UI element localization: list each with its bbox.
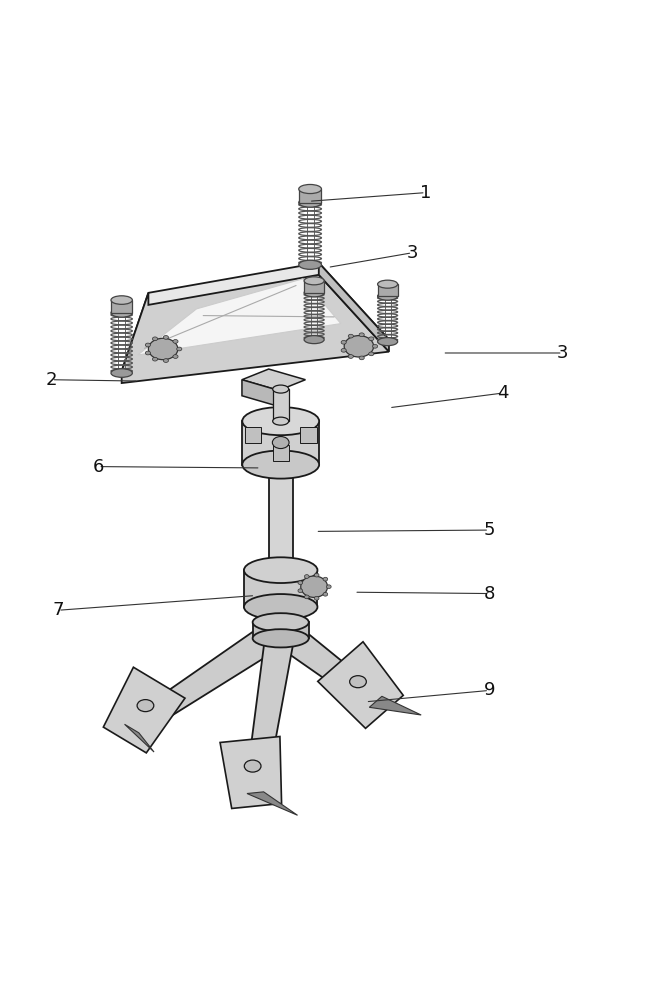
Ellipse shape bbox=[327, 585, 331, 589]
Ellipse shape bbox=[359, 356, 364, 360]
Ellipse shape bbox=[173, 340, 178, 343]
Ellipse shape bbox=[305, 575, 309, 578]
Ellipse shape bbox=[253, 613, 309, 631]
Ellipse shape bbox=[163, 359, 168, 362]
Ellipse shape bbox=[244, 594, 317, 620]
Text: 8: 8 bbox=[484, 585, 495, 603]
Ellipse shape bbox=[253, 629, 309, 647]
Ellipse shape bbox=[341, 348, 346, 352]
Ellipse shape bbox=[344, 336, 374, 357]
Polygon shape bbox=[121, 275, 389, 383]
Ellipse shape bbox=[314, 596, 319, 600]
Ellipse shape bbox=[348, 334, 354, 338]
Ellipse shape bbox=[176, 347, 182, 351]
Ellipse shape bbox=[299, 198, 321, 207]
Text: 7: 7 bbox=[52, 601, 64, 619]
Ellipse shape bbox=[350, 676, 366, 688]
Ellipse shape bbox=[368, 352, 374, 356]
Polygon shape bbox=[242, 369, 305, 390]
Polygon shape bbox=[247, 792, 297, 815]
Ellipse shape bbox=[152, 357, 158, 361]
Ellipse shape bbox=[111, 296, 132, 304]
Ellipse shape bbox=[146, 343, 150, 347]
Ellipse shape bbox=[146, 351, 150, 355]
Polygon shape bbox=[301, 427, 317, 443]
Polygon shape bbox=[319, 263, 389, 352]
Polygon shape bbox=[245, 628, 295, 794]
Ellipse shape bbox=[298, 589, 303, 593]
Ellipse shape bbox=[299, 184, 321, 194]
Ellipse shape bbox=[242, 407, 319, 435]
Ellipse shape bbox=[298, 581, 303, 585]
Polygon shape bbox=[245, 427, 261, 443]
Polygon shape bbox=[242, 421, 319, 465]
Polygon shape bbox=[304, 281, 324, 293]
Ellipse shape bbox=[272, 417, 289, 425]
Ellipse shape bbox=[301, 576, 327, 597]
Polygon shape bbox=[138, 279, 341, 355]
Polygon shape bbox=[103, 667, 185, 753]
Text: 9: 9 bbox=[483, 681, 495, 699]
Polygon shape bbox=[268, 607, 293, 630]
Polygon shape bbox=[126, 618, 289, 737]
Ellipse shape bbox=[272, 385, 289, 393]
Ellipse shape bbox=[341, 340, 346, 344]
Ellipse shape bbox=[163, 336, 168, 339]
Ellipse shape bbox=[378, 292, 398, 300]
Ellipse shape bbox=[372, 344, 378, 348]
Ellipse shape bbox=[272, 437, 289, 449]
Ellipse shape bbox=[305, 595, 309, 599]
Ellipse shape bbox=[173, 355, 178, 358]
Ellipse shape bbox=[359, 333, 364, 337]
Ellipse shape bbox=[299, 260, 321, 269]
Polygon shape bbox=[299, 189, 321, 203]
Ellipse shape bbox=[111, 369, 132, 377]
Ellipse shape bbox=[304, 336, 324, 344]
Polygon shape bbox=[244, 570, 317, 607]
Ellipse shape bbox=[314, 573, 319, 577]
Ellipse shape bbox=[152, 337, 158, 341]
Ellipse shape bbox=[111, 309, 132, 317]
Text: 3: 3 bbox=[407, 244, 418, 262]
Ellipse shape bbox=[242, 451, 319, 479]
Polygon shape bbox=[220, 736, 282, 808]
Text: 1: 1 bbox=[420, 184, 431, 202]
Polygon shape bbox=[272, 389, 289, 421]
Ellipse shape bbox=[323, 592, 327, 596]
Polygon shape bbox=[318, 642, 403, 728]
Ellipse shape bbox=[378, 280, 398, 288]
Text: 2: 2 bbox=[46, 371, 57, 389]
Ellipse shape bbox=[304, 277, 324, 285]
Ellipse shape bbox=[244, 760, 261, 772]
Ellipse shape bbox=[244, 557, 317, 583]
Ellipse shape bbox=[304, 289, 324, 297]
Text: 5: 5 bbox=[483, 521, 495, 539]
Polygon shape bbox=[272, 619, 382, 710]
Text: 4: 4 bbox=[497, 384, 509, 402]
Polygon shape bbox=[242, 380, 278, 406]
Ellipse shape bbox=[137, 700, 154, 712]
Text: 6: 6 bbox=[93, 458, 104, 476]
Ellipse shape bbox=[148, 338, 178, 360]
Polygon shape bbox=[111, 300, 132, 313]
Polygon shape bbox=[369, 696, 421, 715]
Polygon shape bbox=[125, 724, 154, 752]
Ellipse shape bbox=[378, 338, 398, 346]
Text: 3: 3 bbox=[557, 344, 568, 362]
Polygon shape bbox=[268, 465, 293, 570]
Ellipse shape bbox=[268, 460, 293, 469]
Polygon shape bbox=[378, 284, 398, 296]
Polygon shape bbox=[253, 622, 309, 638]
Ellipse shape bbox=[368, 337, 374, 341]
Ellipse shape bbox=[323, 577, 327, 581]
Polygon shape bbox=[121, 263, 389, 371]
Ellipse shape bbox=[348, 355, 354, 358]
Polygon shape bbox=[272, 445, 289, 461]
